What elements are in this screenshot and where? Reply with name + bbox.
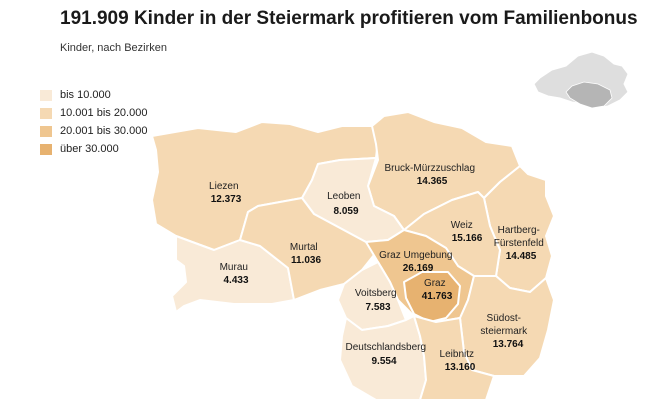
district-name: Voitsberg: [355, 288, 397, 299]
district-name: Fürstenfeld: [494, 238, 544, 249]
legend-label: 10.001 bis 20.000: [60, 107, 148, 119]
district-name: Hartberg-: [498, 225, 540, 236]
district-name: Murau: [220, 262, 248, 273]
label-murtal: Murtal 11.036: [290, 237, 322, 266]
district-value: 8.059: [333, 206, 358, 217]
legend-swatch: [40, 125, 52, 137]
legend-swatch: [40, 143, 52, 155]
label-murau: Murau 4.433: [220, 257, 253, 286]
district-name: Deutschlandsberg: [345, 342, 426, 353]
district-name: steiermark: [480, 326, 528, 337]
district-graz[interactable]: [403, 271, 461, 323]
label-voitsberg: Voitsberg 7.583: [355, 283, 401, 313]
district-value: 13.160: [445, 362, 476, 373]
district-value: 12.373: [211, 194, 242, 205]
legend: bis 10.000 10.001 bis 20.000 20.001 bis …: [40, 86, 147, 158]
district-labels: Liezen 12.373 Leoben 8.059 Bruck-Mürzzus…: [209, 158, 548, 373]
label-suedoststeiermark: Südost- steiermark 13.764: [480, 308, 531, 350]
label-deutschlandsberg: Deutschlandsberg 9.554: [345, 337, 430, 367]
legend-item: bis 10.000: [40, 86, 147, 104]
label-graz-umgebung: Graz Umgebung 26.169: [379, 245, 457, 274]
map-subtitle: Kinder, nach Bezirken: [60, 42, 168, 54]
district-value: 4.433: [223, 275, 248, 286]
legend-label: über 30.000: [60, 143, 119, 155]
label-leoben: Leoben 8.059: [327, 186, 365, 217]
legend-swatch: [40, 89, 52, 101]
district-value: 13.764: [493, 339, 524, 350]
district-name: Leoben: [327, 191, 360, 202]
label-hartberg-fuerstenfeld: Hartberg- Fürstenfeld 14.485: [494, 220, 548, 262]
label-leibnitz: Leibnitz 13.160: [440, 344, 479, 373]
legend-label: 20.001 bis 30.000: [60, 125, 148, 137]
district-name: Leibnitz: [440, 349, 474, 360]
label-bruck-muerzzuschlag: Bruck-Mürzzuschlag 14.365: [384, 158, 479, 187]
label-weiz: Weiz 15.166: [451, 215, 483, 244]
legend-swatch: [40, 107, 52, 119]
legend-item: 20.001 bis 30.000: [40, 122, 147, 140]
district-value: 26.169: [403, 263, 434, 274]
legend-label: bis 10.000: [60, 89, 111, 101]
district-value: 9.554: [371, 356, 396, 367]
district-name: Südost-: [487, 313, 521, 324]
district-name: Murtal: [290, 242, 318, 253]
district-name: Graz Umgebung: [379, 250, 452, 261]
label-liezen: Liezen 12.373: [209, 176, 243, 205]
district-value: 11.036: [291, 255, 321, 266]
label-graz: Graz 41.763: [422, 273, 453, 302]
district-leibnitz[interactable]: [413, 315, 495, 400]
district-value: 15.166: [452, 233, 483, 244]
district-name: Weiz: [451, 220, 473, 231]
styria-locator-highlight: [565, 81, 613, 109]
legend-item: 10.001 bis 20.000: [40, 104, 147, 122]
map-title: 191.909 Kinder in der Steiermark profiti…: [60, 8, 638, 29]
district-value: 41.763: [422, 291, 453, 302]
district-name: Liezen: [209, 181, 238, 192]
legend-item: über 30.000: [40, 140, 147, 158]
district-name: Bruck-Mürzzuschlag: [384, 163, 475, 174]
austria-locator-map: [533, 51, 629, 109]
district-value: 14.365: [417, 176, 448, 187]
district-value: 14.485: [506, 251, 537, 262]
district-name: Graz: [424, 278, 446, 289]
district-value: 7.583: [365, 302, 390, 313]
